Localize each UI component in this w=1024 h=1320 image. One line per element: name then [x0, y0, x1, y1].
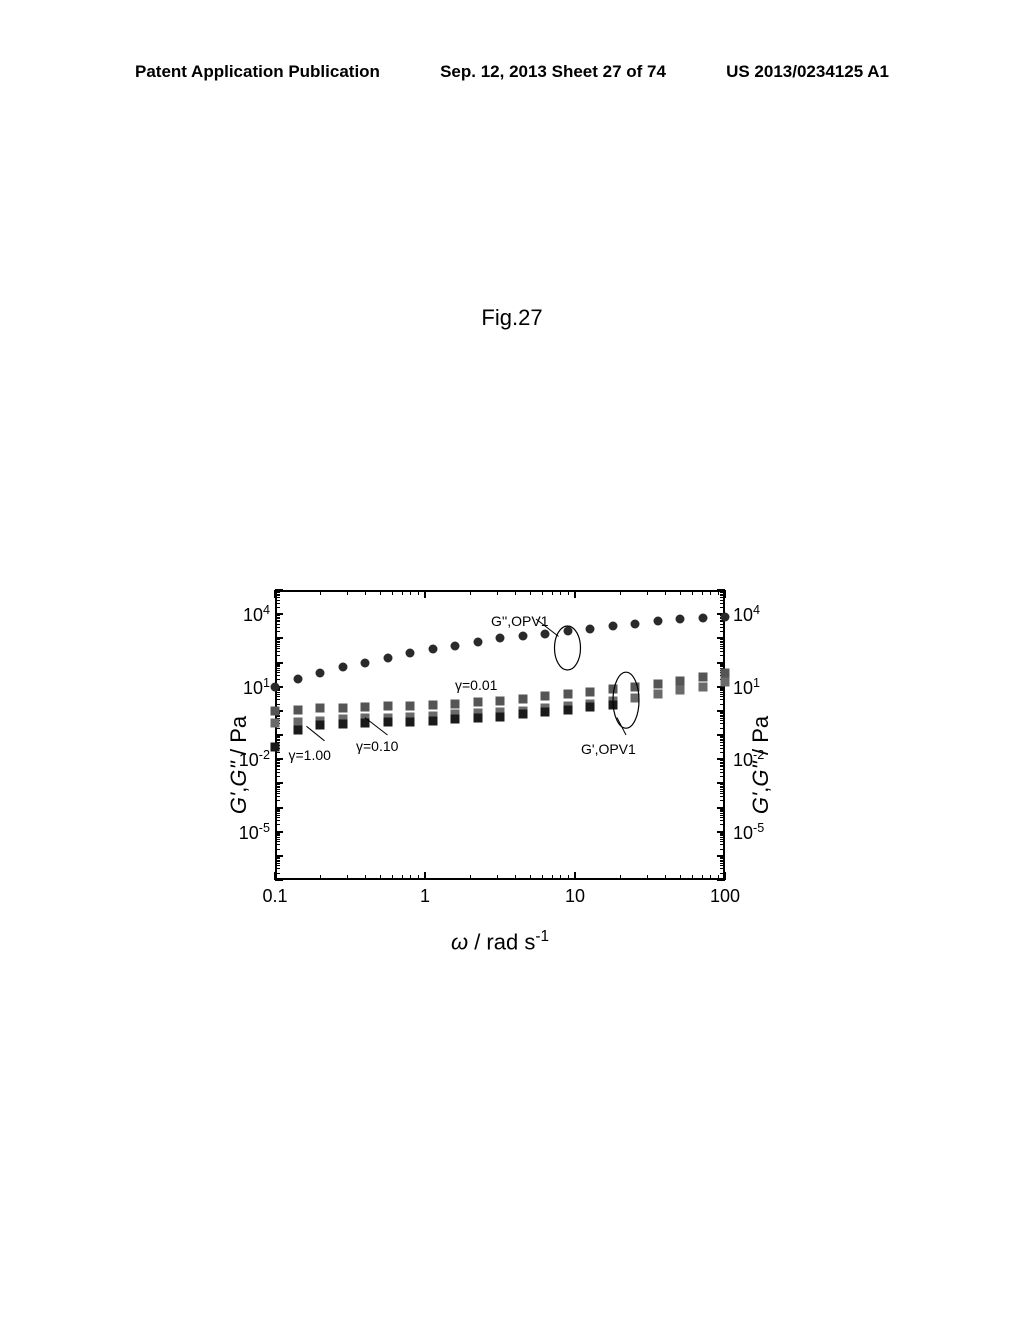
data-point: [361, 703, 370, 712]
data-point: [293, 675, 302, 684]
data-point: [586, 687, 595, 696]
annotation-label: G'',OPV1: [491, 613, 548, 629]
data-point: [473, 637, 482, 646]
data-point: [271, 743, 280, 752]
data-point: [406, 702, 415, 711]
y-tick-label: 101: [733, 676, 788, 699]
x-axis-label: ω / rad s-1: [275, 928, 725, 955]
data-point: [428, 645, 437, 654]
data-point: [721, 677, 730, 686]
data-point: [451, 699, 460, 708]
x-tick-label: 0.1: [262, 886, 287, 907]
header-right: US 2013/0234125 A1: [726, 62, 889, 82]
data-point: [563, 705, 572, 714]
y-tick-label: 10-5: [733, 821, 788, 844]
data-point: [631, 682, 640, 691]
y-tick-label: 10-2: [215, 748, 270, 771]
page-header: Patent Application Publication Sep. 12, …: [0, 62, 1024, 82]
data-point: [406, 648, 415, 657]
data-point: [338, 720, 347, 729]
data-point: [608, 700, 617, 709]
data-point: [451, 715, 460, 724]
data-point: [721, 612, 730, 621]
data-point: [608, 685, 617, 694]
data-point: [541, 629, 550, 638]
y-tick-label: 104: [733, 603, 788, 626]
data-point: [293, 705, 302, 714]
annotation-label: γ=0.10: [356, 738, 398, 754]
x-tick-label: 1: [420, 886, 430, 907]
data-point: [518, 631, 527, 640]
annotation-label: G',OPV1: [581, 741, 636, 757]
data-point: [316, 669, 325, 678]
data-point: [316, 721, 325, 730]
data-point: [676, 676, 685, 685]
data-point: [676, 686, 685, 695]
y-tick-label: 10-5: [215, 821, 270, 844]
figure-title: Fig.27: [0, 305, 1024, 331]
data-point: [361, 718, 370, 727]
data-point: [383, 702, 392, 711]
chart: G',G'' / Pa G',G'' / Pa ω / rad s-1 10-5…: [200, 580, 800, 950]
data-point: [496, 712, 505, 721]
data-point: [473, 714, 482, 723]
data-point: [653, 680, 662, 689]
data-point: [338, 663, 347, 672]
y-tick-label: 104: [215, 603, 270, 626]
y-tick-label: 10-2: [733, 748, 788, 771]
header-left: Patent Application Publication: [135, 62, 380, 82]
annotation-label: γ=0.01: [455, 677, 497, 693]
data-point: [271, 706, 280, 715]
data-point: [338, 703, 347, 712]
data-point: [653, 689, 662, 698]
data-point: [698, 613, 707, 622]
data-point: [698, 673, 707, 682]
data-point: [563, 627, 572, 636]
data-point: [451, 641, 460, 650]
y-tick-label: 101: [215, 676, 270, 699]
data-point: [541, 692, 550, 701]
data-point: [586, 624, 595, 633]
data-point: [271, 682, 280, 691]
data-point: [518, 710, 527, 719]
data-point: [496, 634, 505, 643]
header-center: Sep. 12, 2013 Sheet 27 of 74: [440, 62, 666, 82]
data-point: [676, 615, 685, 624]
data-point: [631, 619, 640, 628]
data-point: [586, 703, 595, 712]
data-point: [563, 689, 572, 698]
x-tick-label: 10: [565, 886, 585, 907]
x-tick-label: 100: [710, 886, 740, 907]
data-point: [518, 694, 527, 703]
annotation-label: γ=1.00: [289, 747, 331, 763]
data-point: [383, 653, 392, 662]
data-point: [698, 682, 707, 691]
data-point: [406, 717, 415, 726]
data-point: [473, 698, 482, 707]
data-point: [496, 697, 505, 706]
data-point: [361, 658, 370, 667]
data-point: [316, 704, 325, 713]
data-point: [541, 708, 550, 717]
data-point: [271, 718, 280, 727]
data-point: [428, 716, 437, 725]
data-point: [608, 622, 617, 631]
data-point: [293, 726, 302, 735]
data-point: [631, 693, 640, 702]
data-point: [383, 718, 392, 727]
data-point: [428, 700, 437, 709]
data-point: [653, 617, 662, 626]
